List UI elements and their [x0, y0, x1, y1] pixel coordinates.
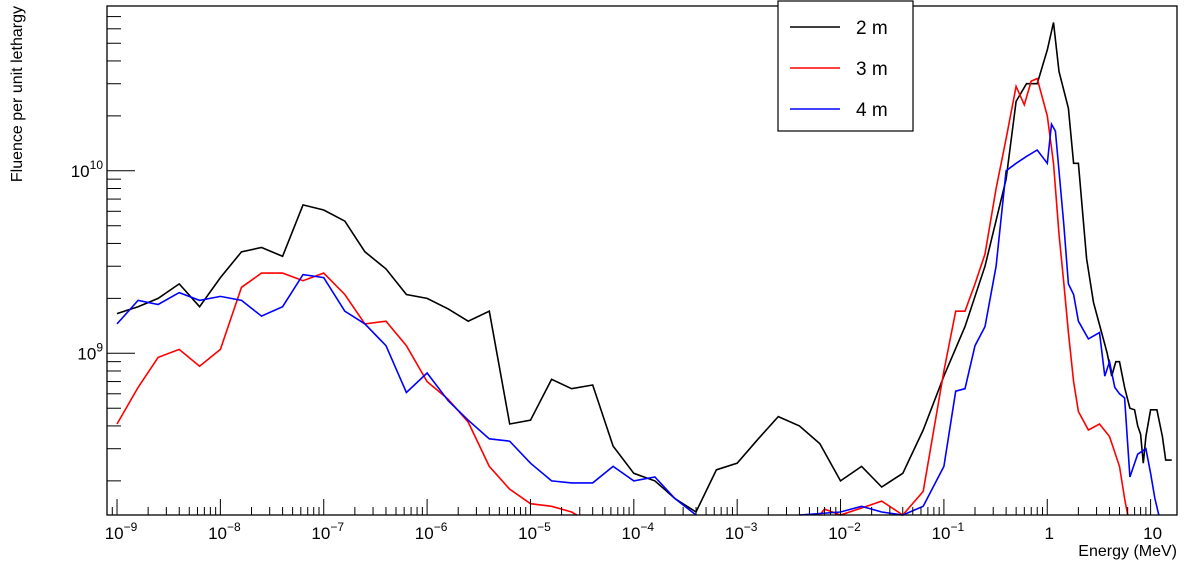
x-tick-label-base: 10 — [1143, 524, 1162, 543]
x-tick-label-base: 10 — [828, 524, 847, 543]
series-line-3-m — [116, 272, 578, 516]
x-tick-label: 10−2 — [828, 520, 861, 543]
legend-box — [777, 0, 914, 132]
x-tick-label-base: 10 — [311, 524, 330, 543]
series-layer — [116, 22, 1172, 517]
x-tick-label-base: 10 — [208, 524, 227, 543]
series-line-4-m-high-energy- — [799, 121, 1160, 516]
x-tick-label-exponent: −9 — [124, 520, 138, 534]
x-tick-label-base: 10 — [415, 524, 434, 543]
x-tick-label-exponent: −1 — [951, 520, 965, 534]
x-tick-label: 10−5 — [518, 520, 551, 543]
x-tick-label-exponent: −6 — [434, 520, 448, 534]
x-axis-title: Energy (MeV) — [1078, 543, 1177, 560]
x-tick-label: 1 — [1045, 524, 1054, 543]
x-tick-label: 10−9 — [105, 520, 138, 543]
y-tick-label: 1010 — [71, 158, 104, 181]
y-tick-label-base: 10 — [77, 344, 96, 363]
x-tick-label-base: 10 — [622, 524, 641, 543]
plot-frame — [106, 5, 1178, 516]
x-tick-label-base: 1 — [1045, 524, 1054, 543]
x-tick-label-base: 10 — [518, 524, 537, 543]
series-line-2-m — [116, 22, 1172, 514]
legend-label: 3 m — [856, 59, 888, 80]
y-tick-label: 109 — [77, 340, 103, 363]
y-tick-label-base: 10 — [71, 162, 90, 181]
x-tick-label: 10 — [1143, 524, 1162, 543]
y-tick-label-exponent: 10 — [90, 158, 104, 172]
x-tick-label-exponent: −7 — [330, 520, 344, 534]
series-line-4-m — [116, 273, 697, 516]
legend-label: 2 m — [856, 18, 888, 39]
x-tick-label: 10−1 — [932, 520, 965, 543]
x-tick-label-exponent: −4 — [640, 520, 654, 534]
x-tick-label: 10−7 — [311, 520, 344, 543]
label-layer: 10−9 10−8 10−7 10−6 10−5 10−4 10−3 10−2 10−1 1 101… — [71, 158, 1162, 543]
x-tick-label: 10−3 — [725, 520, 758, 543]
series-line-3-m-high-energy- — [819, 77, 1129, 517]
y-tick-label-exponent: 9 — [96, 340, 103, 354]
x-tick-label: 10−8 — [208, 520, 241, 543]
legend-label: 4 m — [856, 100, 888, 121]
x-tick-label-base: 10 — [932, 524, 951, 543]
x-tick-label-exponent: −8 — [227, 520, 241, 534]
x-tick-label-base: 10 — [725, 524, 744, 543]
y-axis-title: Fluence per unit lethargy — [9, 6, 26, 182]
x-tick-label-exponent: −2 — [847, 520, 861, 534]
x-tick-label-exponent: −3 — [744, 520, 758, 534]
legend: 2 m 3 m 4 m — [777, 0, 914, 132]
tick-layer — [106, 5, 1152, 515]
x-tick-label: 10−6 — [415, 520, 448, 543]
x-tick-label-exponent: −5 — [537, 520, 551, 534]
x-tick-label: 10−4 — [622, 520, 655, 543]
x-tick-label-base: 10 — [105, 524, 124, 543]
